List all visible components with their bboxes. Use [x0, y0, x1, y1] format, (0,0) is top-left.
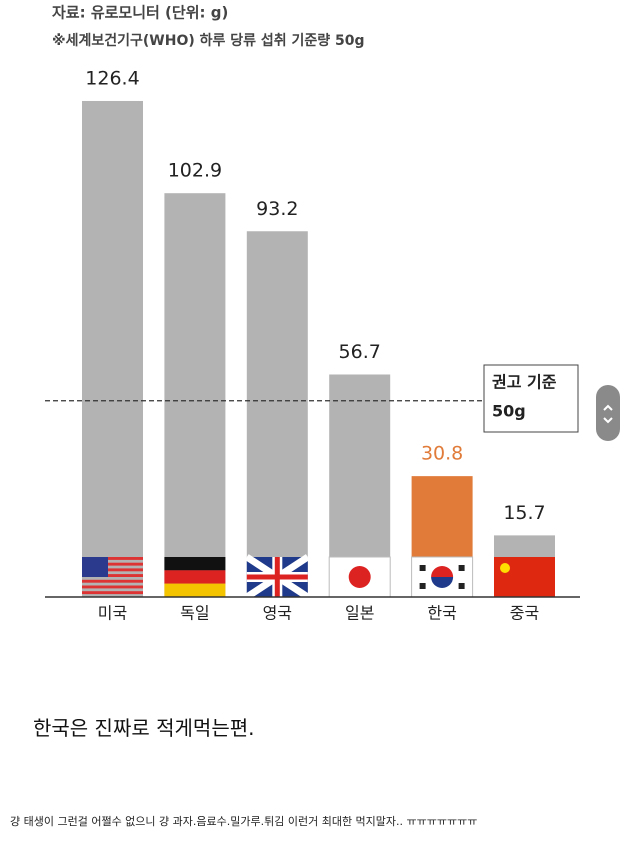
flag-canton: [82, 557, 108, 577]
x-tick-label: 중국: [510, 604, 539, 623]
value-label: 126.4: [85, 67, 139, 89]
flag-bg: [494, 557, 555, 597]
post-comment: 걍 태생이 그런걸 어쩔수 없으니 걍 과자.음료수.밀가루.튀김 이런거 최대…: [10, 815, 478, 828]
flag: [494, 557, 555, 597]
flag-stripe: [164, 583, 226, 597]
flag-star: [500, 563, 510, 573]
value-label: 30.8: [421, 443, 463, 465]
post-caption: 한국은 진짜로 적게먹는편.: [33, 716, 255, 740]
chart: 자료: 유로모니터 (단위: g) ※세계보건기구(WHO) 하루 당류 섭취 …: [45, 4, 580, 623]
flag-trigram: [419, 583, 426, 589]
flag-stripe: [82, 562, 143, 566]
flag-trigram: [458, 565, 465, 571]
flag: [244, 554, 310, 600]
flag-cross: [246, 557, 308, 597]
reference-label: 권고 기준: [492, 373, 557, 392]
flag: [411, 556, 474, 598]
flag-stripe: [82, 574, 143, 577]
bar: [82, 100, 143, 598]
value-label: 56.7: [339, 341, 381, 363]
x-tick-label: 일본: [345, 604, 374, 623]
flag-taeguk: [431, 577, 454, 588]
flag: [328, 556, 391, 598]
bar: [164, 193, 226, 598]
flag-trigram: [458, 583, 465, 589]
value-label: 102.9: [168, 160, 222, 182]
value-label: 93.2: [256, 198, 298, 220]
flag-taeguk: [431, 566, 454, 577]
value-label: 15.7: [503, 502, 545, 524]
chart-note: ※세계보건기구(WHO) 하루 당류 섭취 기준량 50g: [52, 32, 365, 49]
bar: [246, 231, 308, 597]
x-tick-label: 영국: [263, 604, 292, 623]
scroll-button[interactable]: [596, 385, 620, 441]
flag-stripe: [82, 591, 143, 595]
scroll-up[interactable]: [603, 404, 613, 411]
chart-source: 자료: 유로모니터 (단위: g): [52, 4, 228, 22]
flag: [164, 557, 226, 597]
reference-value-label: 50g: [492, 402, 526, 421]
reference-box: [483, 364, 579, 433]
flag-stripe: [82, 557, 143, 560]
x-tick-label: 독일: [180, 604, 209, 623]
x-tick-label: 미국: [98, 604, 127, 623]
flag: [82, 557, 143, 595]
flag-stripe: [164, 570, 226, 584]
flag-stripe: [164, 557, 226, 571]
x-tick-label: 한국: [427, 604, 456, 623]
flag-stripe: [82, 585, 143, 589]
scroll-icons: [603, 404, 613, 424]
flag-sun: [348, 566, 371, 588]
flag-stripe: [82, 579, 143, 583]
scroll-down[interactable]: [603, 417, 613, 424]
flag-trigram: [419, 565, 426, 571]
flag-stripe: [82, 568, 143, 572]
